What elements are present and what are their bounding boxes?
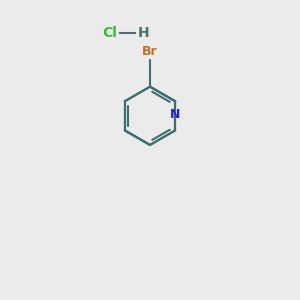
Text: N: N — [170, 108, 180, 121]
Text: H: H — [138, 26, 150, 40]
Text: Br: Br — [142, 44, 158, 58]
Text: Cl: Cl — [102, 26, 117, 40]
